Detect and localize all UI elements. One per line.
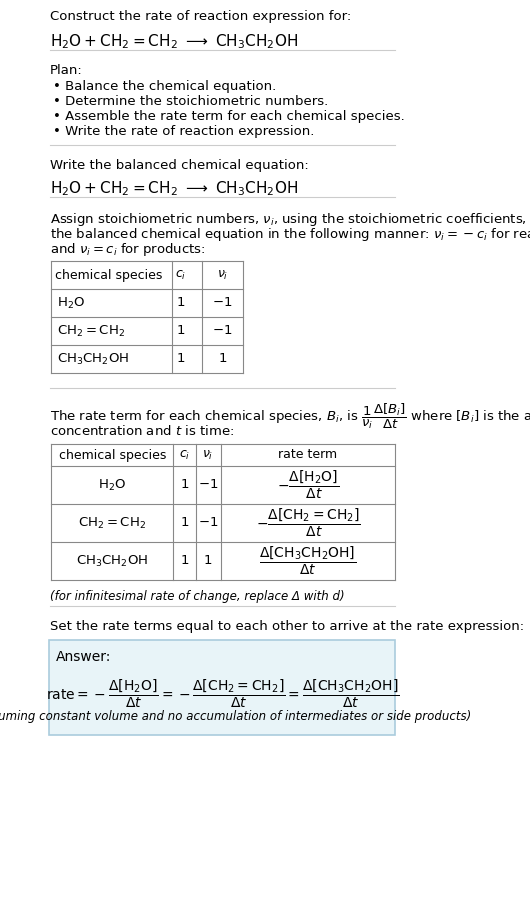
Text: chemical species: chemical species bbox=[55, 268, 162, 281]
Text: Set the rate terms equal to each other to arrive at the rate expression:: Set the rate terms equal to each other t… bbox=[50, 620, 524, 633]
Text: the balanced chemical equation in the following manner: $\nu_i = -c_i$ for react: the balanced chemical equation in the fo… bbox=[50, 226, 530, 243]
Text: $\nu_i$: $\nu_i$ bbox=[202, 449, 214, 461]
Text: • Assemble the rate term for each chemical species.: • Assemble the rate term for each chemic… bbox=[52, 110, 404, 123]
Text: 1: 1 bbox=[180, 554, 189, 568]
Text: (for infinitesimal rate of change, replace Δ with d): (for infinitesimal rate of change, repla… bbox=[50, 590, 344, 603]
Text: $-\dfrac{\Delta[\mathrm{H_2O}]}{\Delta t}$: $-\dfrac{\Delta[\mathrm{H_2O}]}{\Delta t… bbox=[277, 469, 339, 501]
Text: $\mathrm{CH_2{=}CH_2}$: $\mathrm{CH_2{=}CH_2}$ bbox=[57, 323, 125, 339]
Text: $\mathrm{CH_3CH_2OH}$: $\mathrm{CH_3CH_2OH}$ bbox=[57, 351, 129, 367]
Text: 1: 1 bbox=[180, 479, 189, 491]
Text: $\mathrm{CH_3CH_2OH}$: $\mathrm{CH_3CH_2OH}$ bbox=[76, 553, 148, 569]
Text: $\dfrac{\Delta[\mathrm{CH_3CH_2OH}]}{\Delta t}$: $\dfrac{\Delta[\mathrm{CH_3CH_2OH}]}{\De… bbox=[259, 545, 357, 577]
Text: • Determine the stoichiometric numbers.: • Determine the stoichiometric numbers. bbox=[52, 95, 328, 108]
Text: 1: 1 bbox=[204, 554, 213, 568]
Text: 1: 1 bbox=[176, 352, 184, 366]
Text: (assuming constant volume and no accumulation of intermediates or side products): (assuming constant volume and no accumul… bbox=[0, 710, 471, 723]
Text: 1: 1 bbox=[176, 325, 184, 338]
Text: and $\nu_i = c_i$ for products:: and $\nu_i = c_i$ for products: bbox=[50, 241, 206, 258]
Text: $\mathrm{H_2O}$: $\mathrm{H_2O}$ bbox=[98, 478, 126, 492]
Text: Assign stoichiometric numbers, $\nu_i$, using the stoichiometric coefficients, $: Assign stoichiometric numbers, $\nu_i$, … bbox=[50, 211, 530, 228]
Text: Construct the rate of reaction expression for:: Construct the rate of reaction expressio… bbox=[50, 10, 351, 23]
Text: $-1$: $-1$ bbox=[213, 297, 233, 309]
Text: $\mathrm{CH_2{=}CH_2}$: $\mathrm{CH_2{=}CH_2}$ bbox=[78, 515, 146, 531]
Text: concentration and $t$ is time:: concentration and $t$ is time: bbox=[50, 424, 234, 438]
Text: chemical species: chemical species bbox=[59, 449, 166, 461]
FancyBboxPatch shape bbox=[49, 640, 395, 735]
Text: Write the balanced chemical equation:: Write the balanced chemical equation: bbox=[50, 159, 309, 172]
Text: $-1$: $-1$ bbox=[213, 325, 233, 338]
Text: • Balance the chemical equation.: • Balance the chemical equation. bbox=[52, 80, 276, 93]
Text: $\mathrm{H_2O + CH_2{=}CH_2 \ \longrightarrow \ CH_3CH_2OH}$: $\mathrm{H_2O + CH_2{=}CH_2 \ \longright… bbox=[50, 179, 298, 197]
Text: rate term: rate term bbox=[278, 449, 338, 461]
Text: $\mathrm{H_2O + CH_2{=}CH_2 \ \longrightarrow \ CH_3CH_2OH}$: $\mathrm{H_2O + CH_2{=}CH_2 \ \longright… bbox=[50, 32, 298, 51]
Text: Answer:: Answer: bbox=[56, 650, 111, 664]
Text: $-1$: $-1$ bbox=[198, 479, 218, 491]
Text: $\mathrm{rate} = -\dfrac{\Delta[\mathrm{H_2O}]}{\Delta t} = -\dfrac{\Delta[\math: $\mathrm{rate} = -\dfrac{\Delta[\mathrm{… bbox=[46, 678, 400, 711]
Text: 1: 1 bbox=[180, 517, 189, 530]
Text: 1: 1 bbox=[218, 352, 227, 366]
Text: $c_i$: $c_i$ bbox=[179, 449, 190, 461]
Text: $-1$: $-1$ bbox=[198, 517, 218, 530]
Text: The rate term for each chemical species, $B_i$, is $\dfrac{1}{\nu_i}\dfrac{\Delt: The rate term for each chemical species,… bbox=[50, 402, 530, 431]
Text: Plan:: Plan: bbox=[50, 64, 83, 77]
Text: $-\dfrac{\Delta[\mathrm{CH_2{=}CH_2}]}{\Delta t}$: $-\dfrac{\Delta[\mathrm{CH_2{=}CH_2}]}{\… bbox=[255, 507, 360, 539]
Text: $\nu_i$: $\nu_i$ bbox=[217, 268, 228, 281]
Text: • Write the rate of reaction expression.: • Write the rate of reaction expression. bbox=[52, 125, 314, 138]
Text: $\mathrm{H_2O}$: $\mathrm{H_2O}$ bbox=[57, 296, 85, 310]
Text: $c_i$: $c_i$ bbox=[175, 268, 186, 281]
Text: 1: 1 bbox=[176, 297, 184, 309]
